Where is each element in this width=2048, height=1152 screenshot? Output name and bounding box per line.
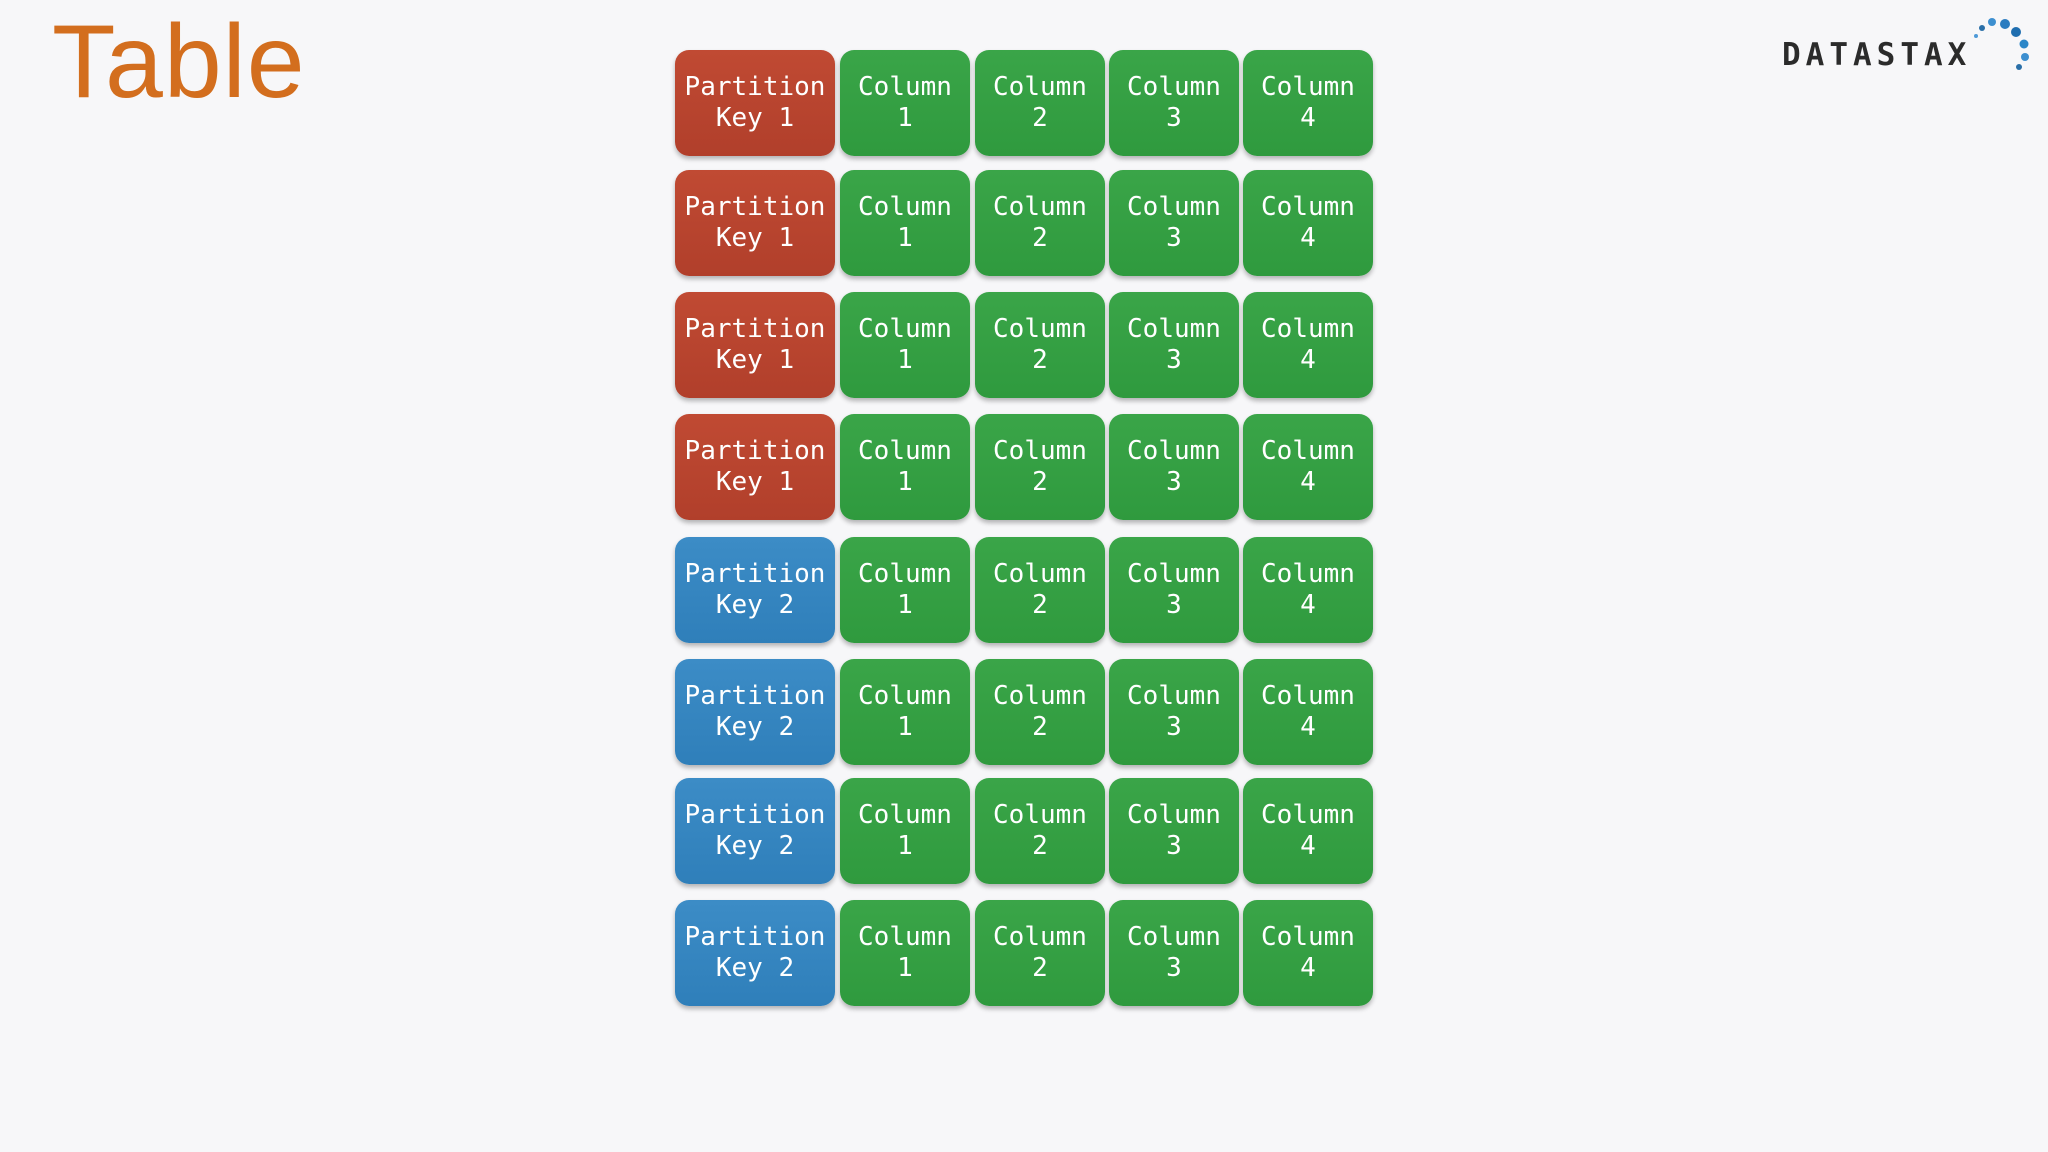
- logo-wordmark: DATASTAX: [1782, 37, 1972, 73]
- column-cell: Column 3: [1109, 900, 1239, 1006]
- column-cell: Column 4: [1243, 50, 1373, 156]
- partition-key-cell: Partition Key 1: [675, 414, 835, 520]
- column-cell: Column 2: [975, 292, 1105, 398]
- partition-key-cell: Partition Key 1: [675, 292, 835, 398]
- column-cell: Column 1: [840, 170, 970, 276]
- column-cell: Column 2: [975, 659, 1105, 765]
- column-cell: Column 3: [1109, 659, 1239, 765]
- column-cell: Column 1: [840, 659, 970, 765]
- column-cell: Column 4: [1243, 170, 1373, 276]
- column-cell: Column 1: [840, 50, 970, 156]
- column-cell: Column 3: [1109, 537, 1239, 643]
- partition-key-cell: Partition Key 1: [675, 170, 835, 276]
- column-cell: Column 3: [1109, 414, 1239, 520]
- column-cell: Column 4: [1243, 900, 1373, 1006]
- partition-key-cell: Partition Key 2: [675, 537, 835, 643]
- column-cell: Column 2: [975, 50, 1105, 156]
- column-cell: Column 1: [840, 414, 970, 520]
- partition-key-cell: Partition Key 2: [675, 900, 835, 1006]
- column-cell: Column 2: [975, 414, 1105, 520]
- column-cell: Column 3: [1109, 50, 1239, 156]
- column-cell: Column 2: [975, 900, 1105, 1006]
- column-cell: Column 1: [840, 900, 970, 1006]
- column-cell: Column 2: [975, 537, 1105, 643]
- column-cell: Column 3: [1109, 170, 1239, 276]
- column-cell: Column 2: [975, 170, 1105, 276]
- datastax-logo: DATASTAX: [1780, 18, 2036, 74]
- column-cell: Column 1: [840, 292, 970, 398]
- column-cell: Column 4: [1243, 292, 1373, 398]
- column-cell: Column 2: [975, 778, 1105, 884]
- column-cell: Column 4: [1243, 537, 1373, 643]
- column-cell: Column 3: [1109, 292, 1239, 398]
- datastax-dots-icon: [1974, 18, 2029, 70]
- partition-key-cell: Partition Key 2: [675, 778, 835, 884]
- column-cell: Column 1: [840, 778, 970, 884]
- column-cell: Column 4: [1243, 778, 1373, 884]
- slide-title: Table: [52, 4, 306, 120]
- column-cell: Column 4: [1243, 659, 1373, 765]
- column-cell: Column 1: [840, 537, 970, 643]
- column-cell: Column 4: [1243, 414, 1373, 520]
- partition-key-cell: Partition Key 1: [675, 50, 835, 156]
- partition-key-cell: Partition Key 2: [675, 659, 835, 765]
- column-cell: Column 3: [1109, 778, 1239, 884]
